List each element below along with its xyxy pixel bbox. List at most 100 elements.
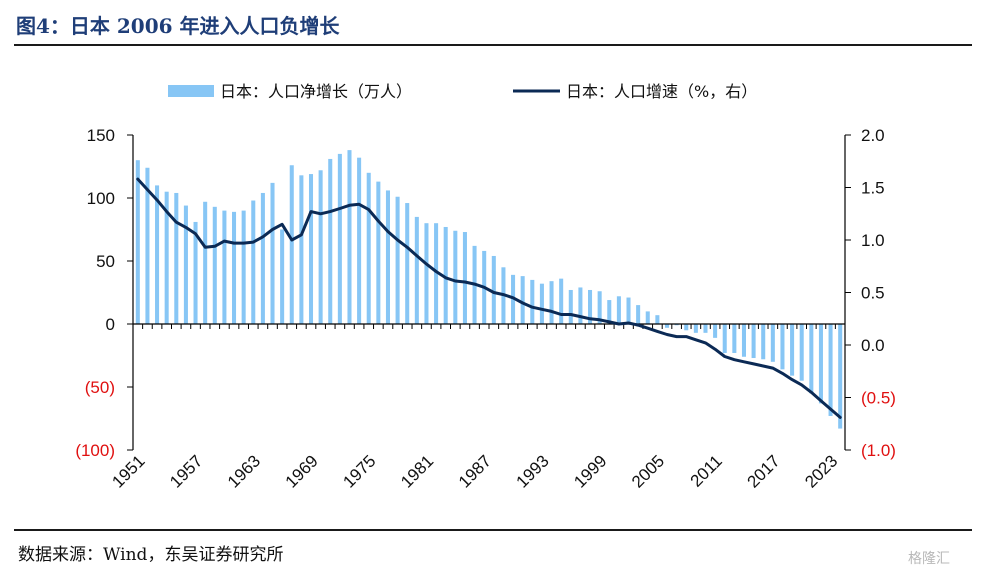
bar-1996 xyxy=(568,289,573,324)
x-tick-label: 1975 xyxy=(339,451,379,491)
bar-2003 xyxy=(636,305,641,324)
growth-rate-line xyxy=(136,177,842,419)
x-tick-label: 1999 xyxy=(570,451,610,491)
axes xyxy=(127,134,851,451)
bar-1975 xyxy=(366,172,371,324)
bar-2012 xyxy=(722,324,727,353)
x-tick-label: 2017 xyxy=(743,451,783,491)
bar-1960 xyxy=(222,210,227,324)
bar-1955 xyxy=(174,192,179,324)
legend-line-label: 日本：人口增速（%，右） xyxy=(566,82,757,101)
line-series xyxy=(136,177,842,419)
bar-1968 xyxy=(299,175,304,324)
bar-1971 xyxy=(328,158,333,324)
bar-2014 xyxy=(741,324,746,357)
left-tick-label: (100) xyxy=(75,441,115,460)
bar-2002 xyxy=(626,297,631,324)
bar-2015 xyxy=(751,324,756,359)
bar-1956 xyxy=(183,205,188,324)
bar-1982 xyxy=(434,223,439,324)
bar-1954 xyxy=(164,191,169,324)
bar-2023 xyxy=(828,324,833,416)
bar-1961 xyxy=(232,211,237,324)
left-tick-label: 100 xyxy=(87,189,115,208)
bar-2020 xyxy=(799,324,804,381)
bar-1988 xyxy=(491,255,496,324)
bar-2018 xyxy=(780,324,785,370)
bar-2022 xyxy=(818,324,823,404)
bar-1972 xyxy=(337,153,342,324)
bar-2024 xyxy=(838,324,843,429)
bar-1973 xyxy=(347,150,352,324)
bar-1978 xyxy=(395,196,400,324)
bar-1984 xyxy=(453,230,458,324)
bar-1976 xyxy=(376,181,381,324)
bar-1997 xyxy=(578,287,583,324)
x-tick-label: 2023 xyxy=(801,451,841,491)
legend-bar-label: 日本：人口净增长（万人） xyxy=(220,82,412,101)
bottom-rule xyxy=(14,529,972,531)
bar-1962 xyxy=(241,210,246,324)
left-tick-label: (50) xyxy=(85,378,115,397)
bar-1993 xyxy=(539,283,544,324)
watermark: 格隆汇 xyxy=(908,551,950,567)
legend-bar-swatch xyxy=(168,85,214,97)
bar-2004 xyxy=(645,311,650,324)
source-note: 数据来源：Wind，东吴证券研究所 xyxy=(18,545,284,565)
bar-1992 xyxy=(530,279,535,324)
bar-2016 xyxy=(761,324,766,360)
bar-1974 xyxy=(357,157,362,324)
chart: 日本：人口净增长（万人） 日本：人口增速（%，右） 150 100 50 0 (50) (1… xyxy=(75,82,896,492)
bar-1959 xyxy=(212,206,217,324)
bar-2019 xyxy=(790,324,795,376)
x-tick-label: 1993 xyxy=(513,451,553,491)
legend: 日本：人口净增长（万人） 日本：人口增速（%，右） xyxy=(168,82,757,101)
top-rule xyxy=(14,44,972,46)
left-tick-label: 150 xyxy=(87,126,115,145)
bar-1999 xyxy=(597,291,602,324)
bar-2005 xyxy=(655,315,660,324)
left-tick-label: 50 xyxy=(96,252,115,271)
bar-1969 xyxy=(308,174,314,324)
x-tick-label: 1987 xyxy=(455,451,495,491)
right-tick-label: 1.0 xyxy=(861,231,885,250)
bar-2007 xyxy=(674,324,679,326)
bar-2011 xyxy=(713,324,718,338)
bar-1977 xyxy=(385,190,390,324)
bar-1995 xyxy=(559,278,564,324)
bar-1965 xyxy=(270,182,275,324)
x-tick-label: 2011 xyxy=(687,451,726,490)
chart-title: 图4：日本 2006 年进入人口负增长 xyxy=(16,14,340,38)
x-tick-label: 1957 xyxy=(166,451,206,491)
bar-1983 xyxy=(443,226,448,324)
bar-2008 xyxy=(684,324,689,331)
bar-2013 xyxy=(732,324,737,353)
right-tick-label: 1.5 xyxy=(861,179,885,198)
bar-1970 xyxy=(318,170,323,324)
x-tick-label: 1969 xyxy=(282,451,322,491)
left-tick-label: 0 xyxy=(106,315,115,334)
bar-1998 xyxy=(588,289,593,324)
bar-1985 xyxy=(462,232,467,324)
bar-1981 xyxy=(424,223,429,324)
bar-1979 xyxy=(405,203,410,324)
bar-2009 xyxy=(693,324,698,333)
x-tick-label: 1981 xyxy=(397,451,437,491)
bar-2010 xyxy=(703,324,708,333)
right-tick-label: (0.5) xyxy=(861,389,896,408)
bar-1953 xyxy=(155,185,160,324)
bar-1991 xyxy=(520,276,525,324)
bar-1967 xyxy=(289,165,294,324)
bar-2006 xyxy=(664,324,670,328)
bar-1951 xyxy=(135,160,140,324)
right-tick-label: 2.0 xyxy=(861,126,885,145)
bar-2001 xyxy=(616,296,621,324)
bar-1958 xyxy=(203,201,208,324)
right-tick-label: 0.5 xyxy=(861,284,885,303)
bar-1957 xyxy=(193,221,198,324)
x-tick-label: 1963 xyxy=(224,451,264,491)
bar-1963 xyxy=(251,200,256,324)
bar-1994 xyxy=(549,281,554,324)
bar-series xyxy=(135,150,843,429)
bar-1964 xyxy=(260,192,265,324)
